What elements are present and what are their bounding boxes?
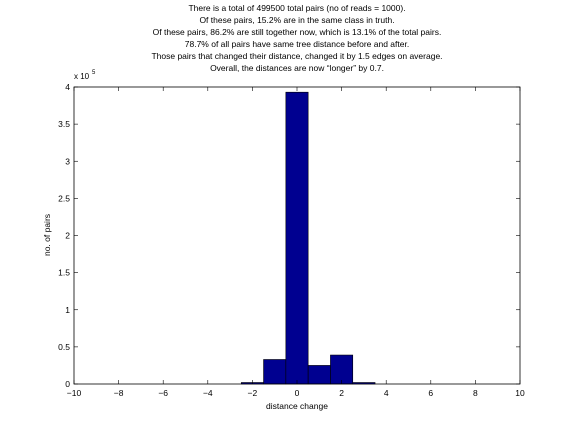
title-line-2: Of these pairs, 15.2% are in the same cl…: [199, 15, 394, 25]
title-line-1: There is a total of 499500 total pairs (…: [188, 3, 405, 13]
x-axis-label: distance change: [266, 401, 328, 411]
x-tick-label-5: −2: [248, 388, 258, 398]
y-tick-label-1: 0: [65, 379, 70, 389]
x-tick-label-10: 8: [473, 388, 478, 398]
bars-group: [240, 91, 376, 385]
x-tick-label-8: 4: [384, 388, 389, 398]
title-line-5: Those pairs that changed their distance,…: [151, 51, 442, 61]
y-tick-label-6: 2.5: [58, 193, 70, 203]
bar-4: [307, 365, 331, 385]
y-axis-label: no. of pairs: [42, 214, 52, 256]
bar-2: [263, 359, 287, 385]
x-tick-label-2: −8: [114, 388, 124, 398]
title-line-4: 78.7% of all pairs have same tree distan…: [185, 39, 409, 49]
y-tick-label-2: 0.5: [58, 342, 70, 352]
x-tick-label-11: 10: [515, 388, 525, 398]
x-tick-label-3: −6: [158, 388, 168, 398]
y-tick-label-8: 3.5: [58, 119, 70, 129]
x-axis-ticks: −10 −8 −6 −4 −2 0 2 4 6 8 10: [67, 87, 525, 398]
x-tick-label-7: 2: [339, 388, 344, 398]
y-axis-exponent-power: 5: [92, 70, 96, 76]
y-tick-label-4: 1.5: [58, 268, 70, 278]
title-line-3: Of these pairs, 86.2% are still together…: [153, 27, 442, 37]
x-tick-label-4: −4: [203, 388, 213, 398]
x-tick-label-6: 0: [295, 388, 300, 398]
y-axis-exponent: x 10: [74, 72, 90, 81]
y-tick-label-7: 3: [65, 156, 70, 166]
bar-5: [330, 354, 354, 385]
x-tick-label-1: −10: [67, 388, 82, 398]
y-tick-label-3: 1: [65, 305, 70, 315]
y-tick-label-9: 4: [65, 82, 70, 92]
y-tick-label-5: 2: [65, 231, 70, 241]
x-tick-label-9: 6: [428, 388, 433, 398]
y-axis-ticks: 0 0.5 1 1.5 2 2.5 3 3.5 4: [58, 82, 520, 389]
title-line-6: Overall, the distances are now “longer” …: [210, 63, 384, 73]
chart-title: There is a total of 499500 total pairs (…: [151, 3, 442, 73]
bar-3: [285, 91, 309, 385]
